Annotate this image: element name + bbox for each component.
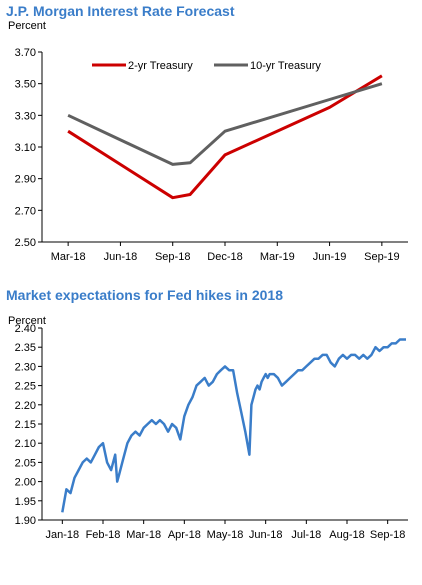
chart1-x-tick-label: Sep-19: [364, 251, 399, 263]
chart1-x-tick-label: Jun-19: [313, 251, 347, 263]
chart2-x-tick-label: Jul-18: [291, 529, 321, 541]
chart1-series-line: [67, 74, 383, 200]
chart2-x-tick-label: Jun-18: [249, 529, 283, 541]
chart1-x-tick-label: Mar-18: [51, 251, 86, 263]
chart2-series-line: [61, 338, 406, 513]
chart1-x-tick-label: Sep-18: [155, 251, 190, 263]
chart1-y-tick-label: 3.50: [15, 79, 36, 91]
chart1-legend-label: 10-yr Treasury: [250, 60, 321, 72]
chart2-x-tick-label: Sep-18: [370, 529, 405, 541]
chart2-x-tick-label: Apr-18: [168, 529, 201, 541]
chart2-x-tick-label: Jan-18: [46, 529, 80, 541]
chart2-y-tick-label: 2.25: [15, 381, 36, 393]
chart1-y-tick-label: 2.50: [15, 237, 36, 249]
chart1-x-tick-label: Mar-19: [260, 251, 295, 263]
chart1-x-tick-label: Jun-18: [104, 251, 138, 263]
chart1-y-tick-label: 2.90: [15, 174, 36, 186]
chart2-y-tick-label: 2.05: [15, 457, 36, 469]
chart1-y-tick-label: 3.30: [15, 110, 36, 122]
chart2-y-tick-label: 2.00: [15, 477, 36, 489]
chart1-legend-label: 2-yr Treasury: [128, 60, 193, 72]
chart2-x-tick-label: Aug-18: [329, 529, 364, 541]
chart1-y-unit: Percent: [8, 20, 46, 32]
chart2-x-tick-label: May-18: [207, 529, 244, 541]
chart2-y-tick-label: 2.10: [15, 438, 36, 450]
chart1-series-line: [67, 82, 383, 166]
chart1-x-tick-label: Dec-18: [207, 251, 242, 263]
chart2-y-tick-label: 2.30: [15, 361, 36, 373]
chart2-y-unit: Percent: [8, 315, 46, 327]
chart2-y-tick-label: 2.15: [15, 419, 36, 431]
chart2-x-tick-label: Mar-18: [126, 529, 161, 541]
chart1-y-tick-label: 2.70: [15, 205, 36, 217]
chart1-y-tick-label: 3.10: [15, 142, 36, 154]
chart2-y-tick-label: 1.90: [15, 515, 36, 527]
chart2-y-tick-label: 2.20: [15, 400, 36, 412]
chart1-plot: Percent 3.70 3.50 3.30 3.10 2.90 2.70 2.50 Mar-1…: [8, 20, 408, 263]
chart2-title: Market expectations for Fed hikes in 201…: [6, 287, 283, 303]
chart2-y-tick-label: 2.40: [15, 323, 36, 335]
chart2-y-tick-label: 2.35: [15, 342, 36, 354]
chart1-y-tick-label: 3.70: [15, 47, 36, 59]
chart2-y-tick-label: 1.95: [15, 496, 36, 508]
chart1-title: J.P. Morgan Interest Rate Forecast: [6, 3, 235, 19]
chart2-x-tick-label: Feb-18: [86, 529, 121, 541]
